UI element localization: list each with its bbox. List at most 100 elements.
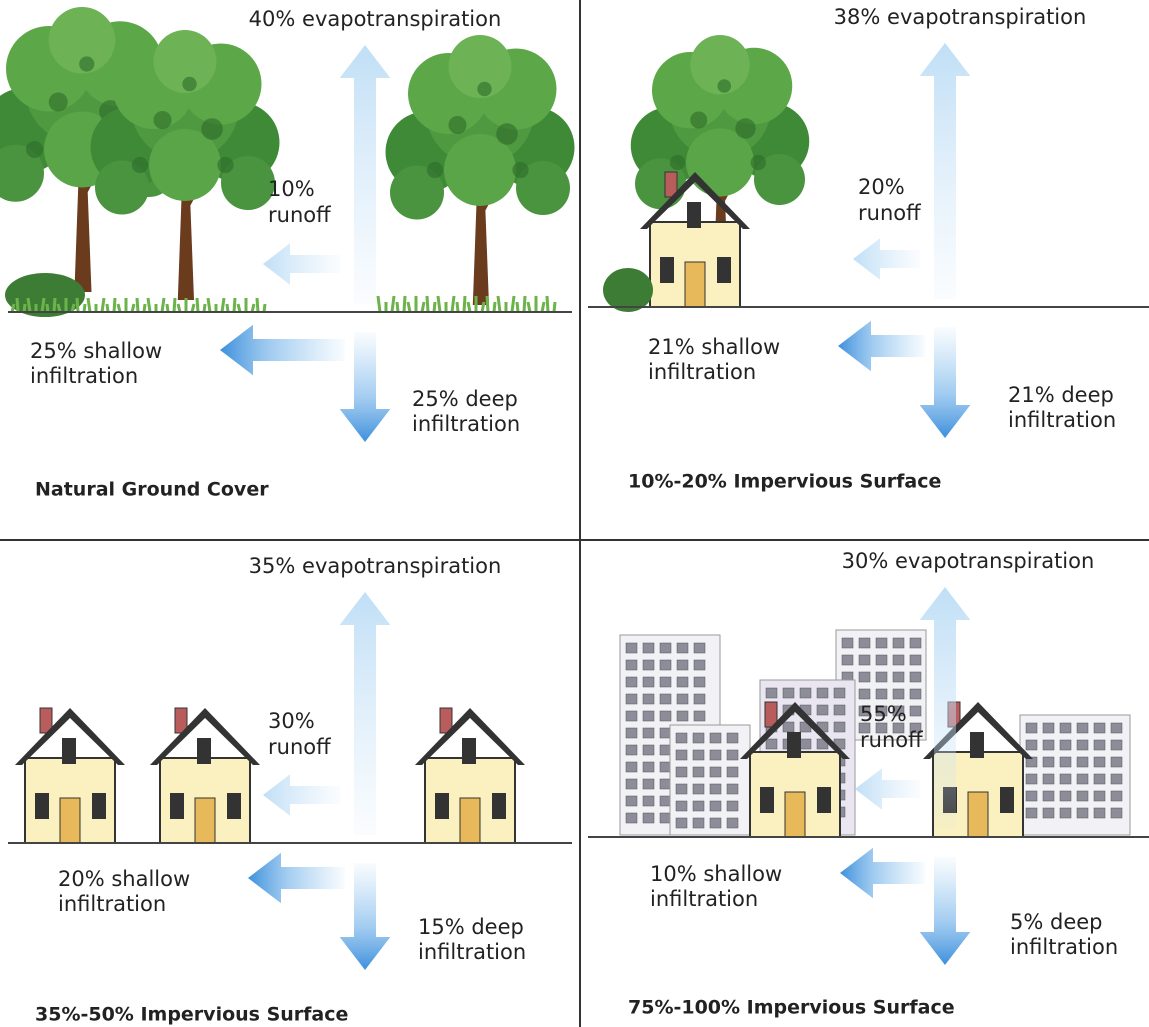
- window: [492, 793, 506, 819]
- building-window: [660, 745, 671, 755]
- building-window: [1111, 774, 1122, 784]
- house: [15, 708, 125, 843]
- building-window: [1077, 740, 1088, 750]
- shrub: [603, 268, 653, 312]
- shallow-infiltration-label: 21% shallow: [648, 335, 780, 359]
- building-window: [694, 677, 705, 687]
- arrow: [220, 325, 345, 376]
- panel-title: 10%-20% Impervious Surface: [628, 471, 941, 493]
- building-window: [893, 638, 904, 648]
- building-window: [710, 784, 721, 794]
- building-window: [694, 660, 705, 670]
- house: [415, 708, 525, 843]
- building-window: [1043, 774, 1054, 784]
- arrow: [855, 768, 920, 809]
- building-window: [710, 818, 721, 828]
- foliage-shadow: [427, 162, 443, 178]
- building-window: [676, 750, 687, 760]
- building-window: [1043, 808, 1054, 818]
- building-window: [626, 745, 637, 755]
- building-window: [626, 728, 637, 738]
- building-window: [626, 711, 637, 721]
- window: [435, 793, 449, 819]
- building-window: [1111, 791, 1122, 801]
- door: [60, 798, 80, 843]
- building-window: [1060, 757, 1071, 767]
- building-window: [1094, 774, 1105, 784]
- building-window: [1060, 808, 1071, 818]
- diagram: 40% evapotranspiration10%25% shallow25% …: [0, 0, 1149, 1027]
- deep-infiltration-label: 5% deep: [1010, 910, 1103, 934]
- building-window: [693, 767, 704, 777]
- deep-infiltration-label: 21% deep: [1008, 383, 1114, 407]
- building-window: [834, 722, 845, 732]
- building-window: [676, 818, 687, 828]
- foliage-shadow: [154, 111, 172, 129]
- tree: [386, 35, 575, 305]
- building-window: [643, 813, 654, 823]
- building-window: [660, 643, 671, 653]
- arrow: [920, 327, 971, 438]
- building-window: [693, 818, 704, 828]
- building-window: [710, 801, 721, 811]
- foliage: [444, 134, 516, 206]
- building-window: [893, 655, 904, 665]
- window: [92, 793, 106, 819]
- building-window: [710, 767, 721, 777]
- building-window: [643, 728, 654, 738]
- foliage-shadow: [496, 123, 518, 145]
- window: [970, 732, 984, 758]
- arrow-shape: [838, 321, 925, 372]
- building-window: [660, 677, 671, 687]
- building-window: [626, 694, 637, 704]
- shallow-infiltration-label: 25% shallow: [30, 339, 162, 363]
- building-window: [859, 689, 870, 699]
- building-window: [677, 677, 688, 687]
- building-window: [727, 750, 738, 760]
- arrow: [340, 45, 391, 304]
- building-window: [1060, 791, 1071, 801]
- window: [62, 738, 76, 764]
- arrow-shape: [248, 853, 345, 904]
- building-window: [694, 711, 705, 721]
- building-window: [727, 784, 738, 794]
- window: [170, 793, 184, 819]
- building-window: [1026, 740, 1037, 750]
- building-window: [910, 655, 921, 665]
- foliage-shadow: [26, 141, 43, 158]
- building-window: [694, 694, 705, 704]
- evapotranspiration-label: 40% evapotranspiration: [249, 7, 502, 31]
- arrow: [853, 238, 920, 279]
- building-window: [660, 728, 671, 738]
- building-window: [676, 767, 687, 777]
- building-window: [1043, 740, 1054, 750]
- arrow: [340, 592, 391, 835]
- building-window: [660, 711, 671, 721]
- shallow-infiltration-label: 20% shallow: [58, 867, 190, 891]
- arrow-shape: [340, 45, 391, 304]
- building-window: [643, 694, 654, 704]
- door: [460, 798, 480, 843]
- building-window: [660, 796, 671, 806]
- building-window: [626, 779, 637, 789]
- building-window: [1043, 791, 1054, 801]
- building-window: [876, 655, 887, 665]
- building-window: [1077, 774, 1088, 784]
- building-window: [783, 722, 794, 732]
- building-window: [643, 796, 654, 806]
- building-window: [893, 689, 904, 699]
- building-window: [660, 762, 671, 772]
- building-window: [876, 689, 887, 699]
- building-window: [1094, 791, 1105, 801]
- window: [760, 787, 774, 813]
- arrow: [920, 43, 971, 299]
- building-window: [1043, 723, 1054, 733]
- arrow-shape: [340, 592, 391, 835]
- building-window: [1026, 723, 1037, 733]
- building-window: [660, 779, 671, 789]
- foliage: [149, 129, 221, 201]
- building-window: [626, 643, 637, 653]
- building-window: [693, 750, 704, 760]
- foliage-shadow: [182, 77, 196, 91]
- arrow: [840, 848, 925, 899]
